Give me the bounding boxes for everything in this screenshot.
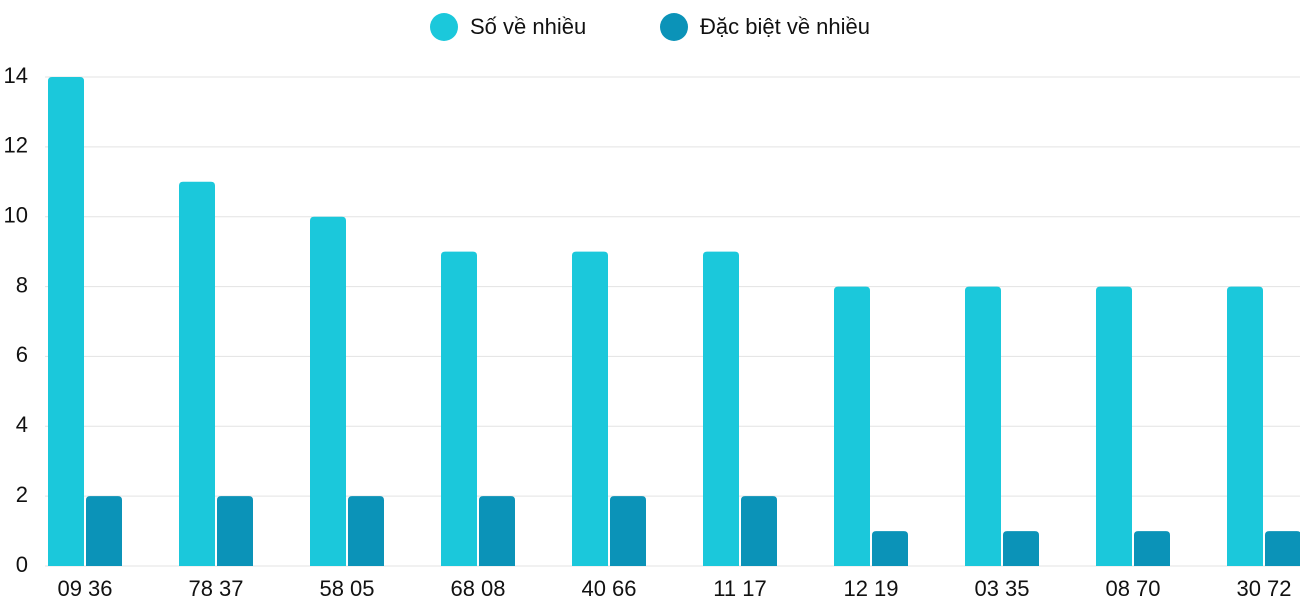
bar [179,181,215,567]
x-tick-label: 78 37 [188,576,243,600]
x-tick-label: 30 72 [1236,576,1291,600]
legend-marker [430,13,458,41]
y-tick-label: 14 [4,63,28,88]
bar [834,286,870,566]
bar [348,496,384,566]
y-tick-label: 8 [16,272,28,297]
bar [479,496,515,566]
bar [965,286,1001,566]
x-tick-label: 40 66 [581,576,636,600]
bar [1096,286,1132,566]
bar [217,496,253,566]
y-tick-label: 2 [16,482,28,507]
y-tick-label: 0 [16,552,28,577]
bar [86,496,122,566]
bar [48,77,84,566]
bar [441,251,477,566]
bar [1134,531,1170,566]
legend-label: Đặc biệt về nhiều [700,14,870,39]
bar [741,496,777,566]
y-tick-label: 4 [16,412,28,437]
bar [610,496,646,566]
x-tick-label: 58 05 [319,576,374,600]
bar [1003,531,1039,566]
y-tick-label: 10 [4,203,28,228]
y-tick-label: 12 [4,133,28,158]
bar [572,251,608,566]
x-tick-label: 03 35 [974,576,1029,600]
x-tick-label: 09 36 [57,576,112,600]
x-tick-label: 12 19 [843,576,898,600]
y-tick-label: 6 [16,342,28,367]
x-tick-label: 11 17 [713,576,766,600]
x-tick-label: 08 70 [1105,576,1160,600]
x-tick-label: 68 08 [450,576,505,600]
bar [872,531,908,566]
bar [1265,531,1300,566]
legend-label: Số về nhiều [470,14,586,39]
bar [1227,286,1263,566]
bar [310,216,346,566]
bar [703,251,739,566]
legend-marker [660,13,688,41]
